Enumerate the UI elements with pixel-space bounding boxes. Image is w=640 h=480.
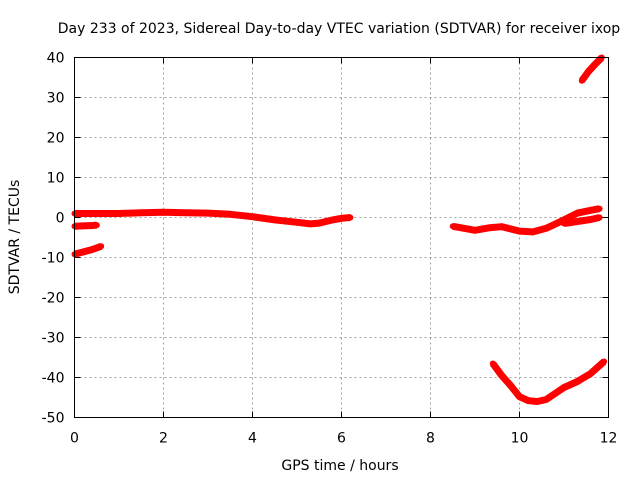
data-point bbox=[525, 397, 532, 404]
data-point bbox=[472, 227, 478, 234]
data-point bbox=[80, 248, 87, 255]
data-point bbox=[93, 222, 100, 229]
data-point bbox=[561, 220, 567, 227]
y-tick-label: 0 bbox=[56, 211, 65, 227]
y-tick-label: -30 bbox=[42, 331, 65, 347]
grid bbox=[74, 57, 609, 418]
x-tick-label: 0 bbox=[70, 431, 79, 447]
data-point bbox=[498, 372, 505, 379]
data-series bbox=[71, 54, 608, 405]
data-point bbox=[485, 224, 492, 231]
data-point bbox=[592, 61, 599, 68]
data-point bbox=[578, 77, 585, 84]
data-point bbox=[80, 222, 87, 229]
data-point bbox=[534, 398, 541, 405]
data-point bbox=[507, 382, 514, 389]
data-point bbox=[93, 210, 100, 217]
x-tick-label: 12 bbox=[600, 431, 618, 447]
x-tick-label: 4 bbox=[248, 431, 257, 447]
y-tick-label: -50 bbox=[42, 411, 65, 427]
data-point bbox=[182, 209, 189, 216]
x-tick-label: 10 bbox=[511, 431, 529, 447]
plot-frame bbox=[74, 57, 609, 418]
data-point bbox=[316, 220, 323, 227]
data-point bbox=[138, 209, 145, 216]
data-point bbox=[585, 68, 592, 75]
data-point bbox=[561, 384, 567, 391]
y-tick-label: 30 bbox=[47, 91, 65, 107]
y-tick-label: -40 bbox=[42, 371, 65, 387]
data-point bbox=[529, 228, 536, 235]
x-axis-title: GPS time / hours bbox=[281, 458, 398, 474]
data-point bbox=[587, 370, 594, 377]
data-point bbox=[543, 396, 550, 403]
data-point bbox=[205, 210, 211, 217]
series-track-3 bbox=[73, 243, 103, 258]
x-tick-label: 2 bbox=[159, 431, 168, 447]
data-point bbox=[347, 214, 354, 221]
x-tick-label: 8 bbox=[426, 431, 435, 447]
y-tick-label: -10 bbox=[42, 251, 65, 267]
y-tick-label: 40 bbox=[47, 51, 65, 67]
series-track-6 bbox=[489, 358, 607, 405]
data-point bbox=[489, 360, 496, 367]
y-tick-label: 10 bbox=[47, 171, 65, 187]
y-tick-label: -20 bbox=[42, 291, 65, 307]
data-point bbox=[116, 210, 122, 217]
series-track-7 bbox=[578, 55, 605, 83]
data-point bbox=[160, 209, 167, 216]
data-point bbox=[574, 378, 581, 385]
axis-ticks: 0 2 4 6 8 10 12 -50 -40 -30 -20 -10 0 10 20 30 40 bbox=[42, 51, 618, 447]
data-point bbox=[463, 225, 470, 232]
data-point bbox=[516, 393, 523, 400]
y-axis-title: SDTVAR / TECUs bbox=[7, 180, 23, 295]
series-track-5 bbox=[563, 214, 601, 227]
data-point bbox=[596, 205, 603, 212]
data-point bbox=[596, 214, 603, 221]
data-point bbox=[329, 216, 336, 223]
data-point bbox=[271, 216, 278, 223]
data-point bbox=[89, 246, 96, 253]
series-track-1 bbox=[74, 208, 351, 228]
data-point bbox=[227, 211, 234, 218]
data-point bbox=[574, 218, 581, 225]
data-point bbox=[89, 222, 96, 229]
data-point bbox=[307, 220, 314, 227]
data-point bbox=[574, 210, 581, 217]
data-point bbox=[249, 213, 256, 220]
data-point bbox=[587, 216, 594, 223]
data-point bbox=[294, 219, 300, 226]
x-tick-label: 6 bbox=[337, 431, 346, 447]
chart-title: Day 233 of 2023, Sidereal Day-to-day VTE… bbox=[58, 21, 621, 37]
data-point bbox=[552, 390, 559, 397]
data-point bbox=[338, 215, 345, 222]
data-point bbox=[516, 228, 523, 235]
data-point bbox=[449, 223, 456, 230]
data-point bbox=[601, 358, 608, 365]
data-point bbox=[98, 243, 105, 250]
data-point bbox=[543, 225, 550, 232]
data-point bbox=[498, 223, 505, 230]
y-tick-label: 20 bbox=[47, 131, 65, 147]
data-point bbox=[587, 207, 594, 214]
